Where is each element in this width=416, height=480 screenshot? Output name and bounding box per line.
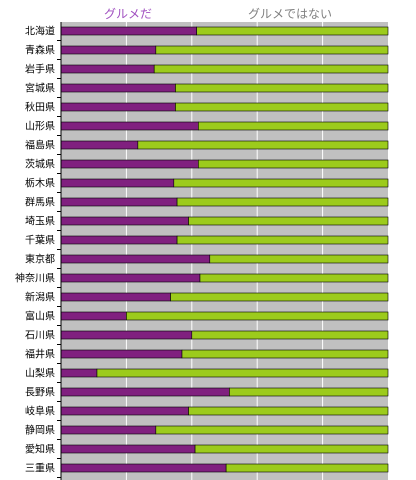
bar-segment-gourmet: [60, 273, 201, 283]
bar-segment-gourmet: [60, 387, 230, 397]
bar-segment-not-gourmet: [96, 368, 389, 378]
bar-segment-not-gourmet: [229, 387, 389, 397]
legend-entry-not-gourmet: グルメではない: [248, 7, 332, 21]
bar-segment-not-gourmet: [188, 216, 389, 226]
category-label: 栃木県: [25, 177, 55, 190]
category-label: 福島県: [25, 139, 55, 152]
category-label: 茨城県: [25, 158, 55, 171]
category-label: 三重県: [25, 462, 55, 475]
bar-segment-gourmet: [60, 64, 155, 74]
bar-segment-gourmet: [60, 140, 139, 150]
bar-segment-gourmet: [60, 368, 98, 378]
bar-segment-not-gourmet: [153, 64, 389, 74]
category-label: 埼玉県: [25, 215, 55, 228]
bar-segment-not-gourmet: [225, 463, 389, 473]
bar-segment-not-gourmet: [155, 425, 389, 435]
bar-segment-not-gourmet: [198, 159, 389, 169]
bar-segment-not-gourmet: [196, 26, 389, 36]
bar-segment-gourmet: [60, 349, 183, 359]
category-label: 静岡県: [25, 424, 55, 437]
category-label: 千葉県: [25, 234, 55, 247]
bar-segment-gourmet: [60, 102, 176, 112]
bar-segment-gourmet: [60, 292, 171, 302]
category-label: 山形県: [25, 121, 55, 133]
category-label: 富山県: [25, 310, 55, 323]
category-label: 東京都: [25, 253, 55, 266]
bar-segment-gourmet: [60, 26, 198, 36]
legend-entry-gourmet: グルメだ: [104, 7, 152, 21]
bar-segment-gourmet: [60, 178, 175, 188]
category-label: 愛知県: [25, 443, 55, 456]
category-label: 群馬県: [25, 196, 55, 209]
bar-segment-not-gourmet: [191, 330, 389, 340]
bar-segment-not-gourmet: [137, 140, 389, 150]
category-label: 青森県: [25, 44, 55, 57]
bar-segment-not-gourmet: [209, 254, 389, 264]
bar-segment-gourmet: [60, 254, 211, 264]
bar-segment-not-gourmet: [176, 235, 389, 245]
category-labels: 北海道青森県岩手県宮城県秋田県山形県福島県茨城県栃木県群馬県埼玉県千葉県東京都神…: [15, 25, 61, 478]
category-label: 宮城県: [25, 82, 55, 95]
plot-area: [61, 22, 388, 480]
bar-segment-gourmet: [60, 311, 127, 321]
gridlines: [125, 22, 324, 480]
bar-segment-gourmet: [60, 235, 178, 245]
bar-segment-not-gourmet: [188, 406, 389, 416]
bar-segment-not-gourmet: [173, 178, 389, 188]
bar-segment-not-gourmet: [155, 45, 389, 55]
bar-segment-not-gourmet: [175, 102, 389, 112]
bar-segment-not-gourmet: [198, 121, 389, 131]
bar-segment-gourmet: [60, 425, 157, 435]
category-label: 石川県: [25, 330, 55, 342]
bar-segment-gourmet: [60, 330, 193, 340]
category-label: 岩手県: [25, 63, 55, 76]
category-label: 北海道: [25, 25, 55, 38]
bar-segment-not-gourmet: [175, 83, 389, 93]
bar-segment-gourmet: [60, 444, 196, 454]
category-label: 福井県: [25, 348, 55, 361]
bar-segment-not-gourmet: [176, 197, 389, 207]
category-label: 山梨県: [25, 367, 55, 380]
category-label: 岐阜県: [25, 405, 55, 418]
category-label: 新潟県: [25, 291, 55, 304]
bar-segment-gourmet: [60, 121, 199, 131]
bar-segment-gourmet: [60, 406, 189, 416]
legend: グルメだ グルメではない: [104, 7, 332, 21]
bar-segment-gourmet: [60, 159, 199, 169]
category-label: 神奈川県: [15, 272, 55, 285]
bar-segment-not-gourmet: [126, 311, 389, 321]
bar-segment-not-gourmet: [170, 292, 389, 302]
bars: [60, 26, 389, 473]
bar-segment-gourmet: [60, 216, 189, 226]
bar-segment-gourmet: [60, 45, 157, 55]
bar-segment-gourmet: [60, 463, 227, 473]
category-label: 長野県: [25, 387, 55, 399]
category-label: 秋田県: [25, 101, 55, 114]
bar-segment-not-gourmet: [181, 349, 389, 359]
bar-segment-gourmet: [60, 197, 178, 207]
bar-segment-not-gourmet: [199, 273, 389, 283]
bar-segment-not-gourmet: [194, 444, 389, 454]
bar-segment-gourmet: [60, 83, 176, 93]
